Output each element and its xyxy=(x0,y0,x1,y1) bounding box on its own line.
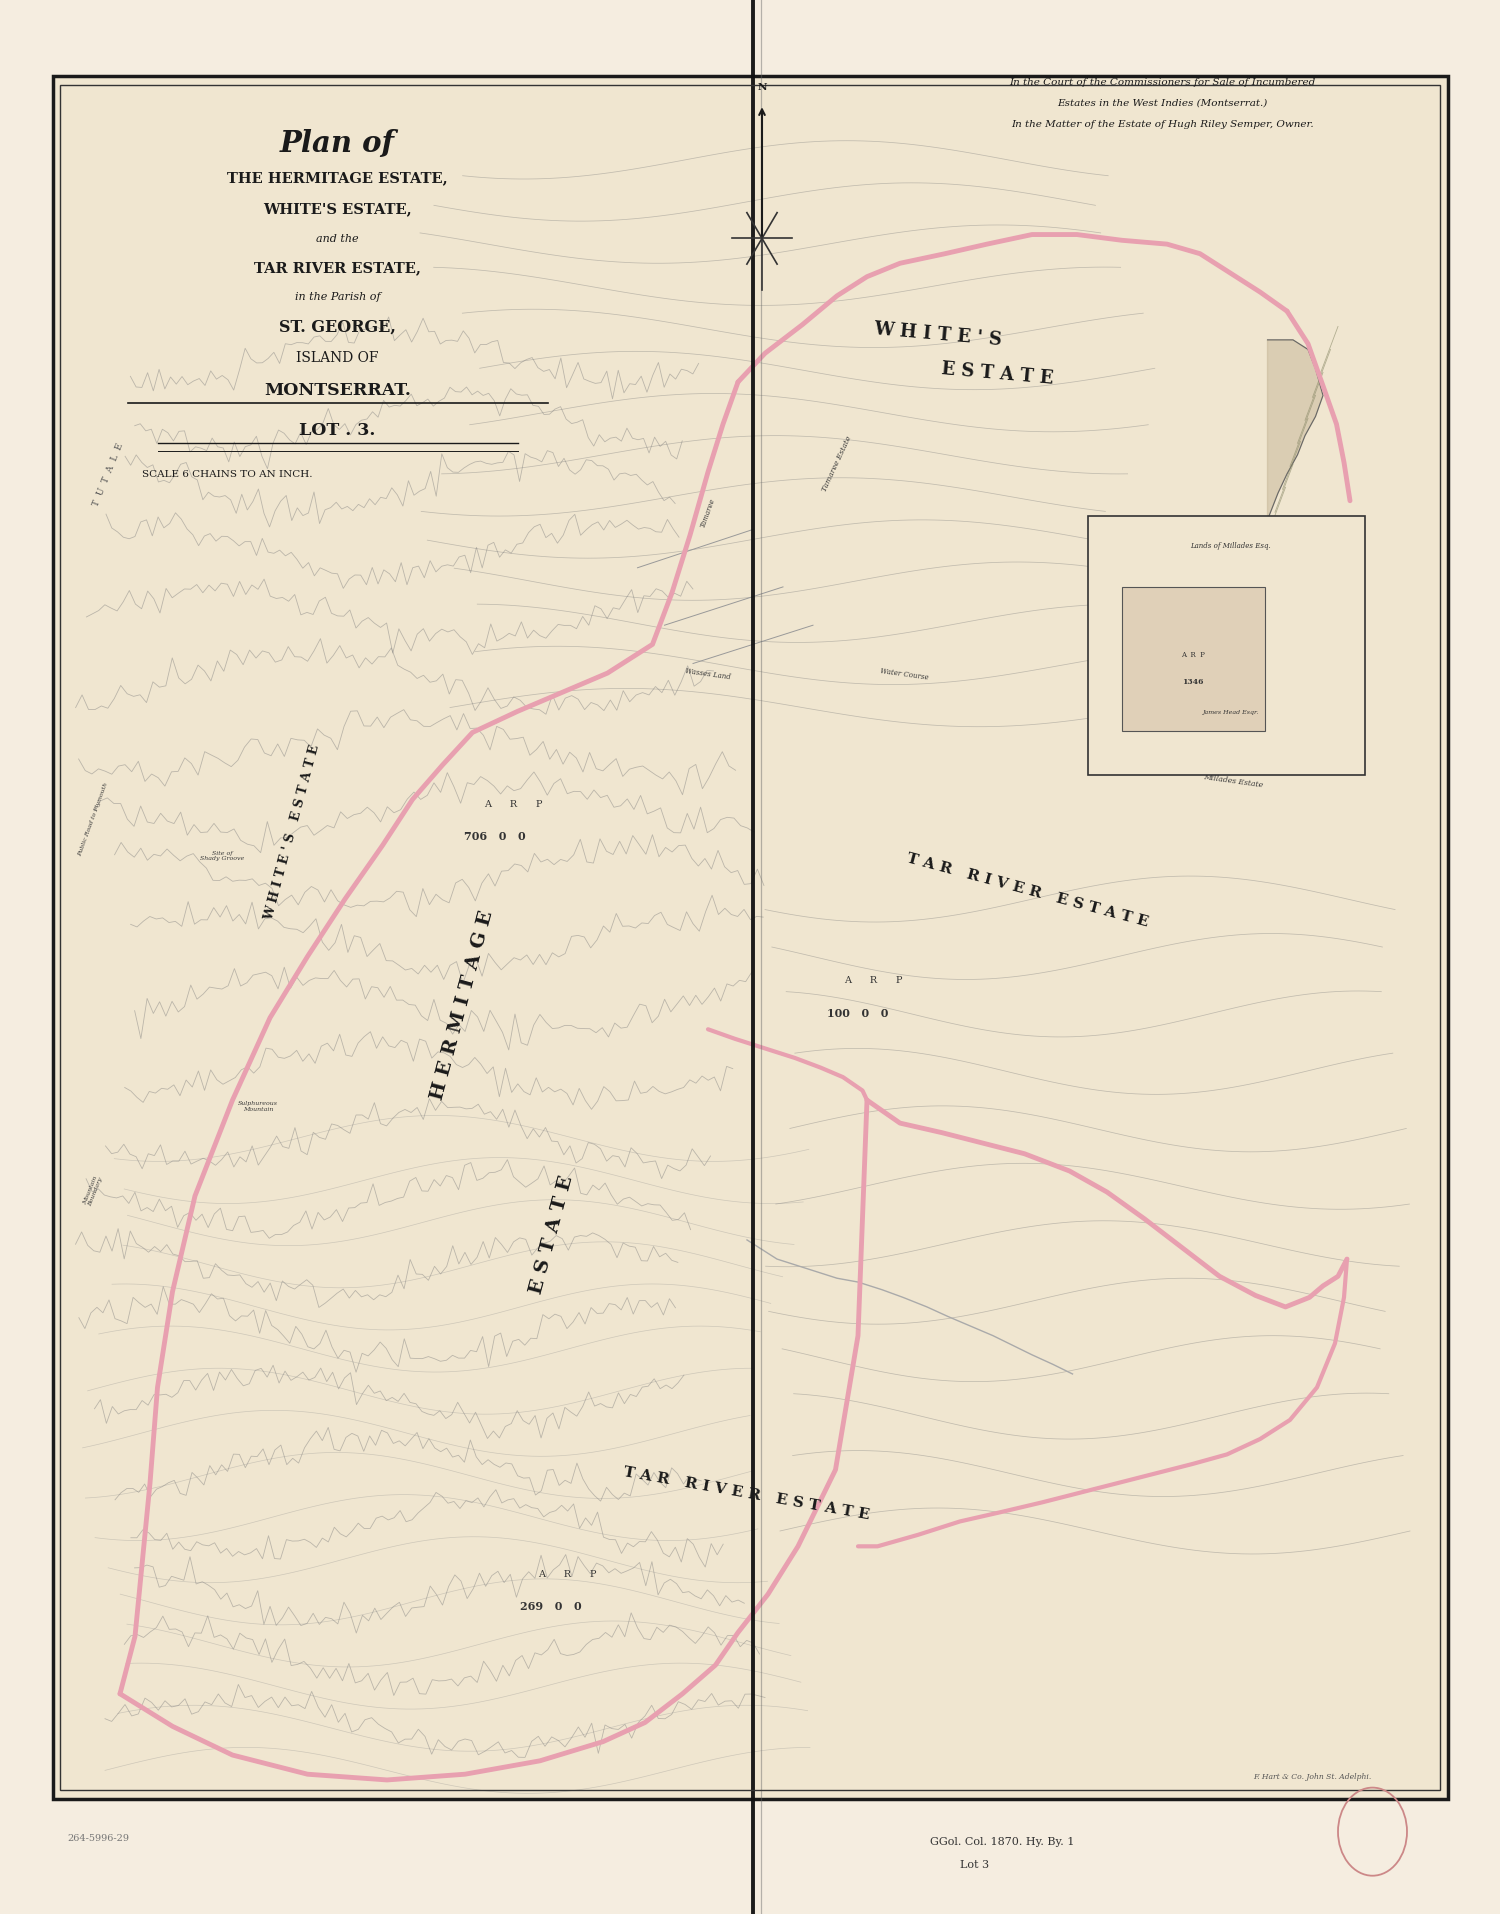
Text: In the Court of the Commissioners for Sale of Incumbered: In the Court of the Commissioners for Sa… xyxy=(1010,78,1316,86)
Text: Millades Estate: Millades Estate xyxy=(1203,773,1263,789)
Text: LOT . 3.: LOT . 3. xyxy=(300,423,375,438)
Bar xyxy=(1089,595,1112,612)
Text: in the Parish of: in the Parish of xyxy=(294,291,381,302)
Text: GGol. Col. 1870. Hy. By. 1: GGol. Col. 1870. Hy. By. 1 xyxy=(930,1836,1074,1847)
Text: ISLAND OF: ISLAND OF xyxy=(296,350,378,366)
Text: James Head Esqr.: James Head Esqr. xyxy=(1202,710,1258,714)
Text: A  R  P: A R P xyxy=(1180,651,1204,658)
Text: A      R      P: A R P xyxy=(537,1569,596,1577)
Text: Lands of Millades Esq.: Lands of Millades Esq. xyxy=(1190,542,1270,549)
FancyBboxPatch shape xyxy=(1122,588,1264,731)
Text: 269   0   0: 269 0 0 xyxy=(519,1600,582,1612)
FancyBboxPatch shape xyxy=(53,77,1448,1799)
Text: E S T A T E: E S T A T E xyxy=(940,360,1054,387)
Text: Sulphureous
Mountain: Sulphureous Mountain xyxy=(238,1101,278,1112)
Text: T A R   R I V E R   E S T A T E: T A R R I V E R E S T A T E xyxy=(622,1464,872,1522)
Text: Public Road to Plymouth: Public Road to Plymouth xyxy=(78,781,108,857)
Text: Mountain
Boundary: Mountain Boundary xyxy=(82,1175,104,1206)
Text: T  U  T  A  L  E: T U T A L E xyxy=(92,442,124,507)
Bar xyxy=(1089,557,1118,578)
Text: N: N xyxy=(758,82,766,92)
Text: WHITE'S ESTATE,: WHITE'S ESTATE, xyxy=(262,201,413,216)
Text: 706   0   0: 706 0 0 xyxy=(464,831,526,842)
Text: A      R      P: A R P xyxy=(483,800,543,808)
Text: F. Hart & Co. John St. Adelphi.: F. Hart & Co. John St. Adelphi. xyxy=(1254,1772,1371,1780)
Text: Tamaree Estate: Tamaree Estate xyxy=(821,434,854,492)
Text: E S T A T E: E S T A T E xyxy=(528,1173,576,1296)
Text: SCALE 6 CHAINS TO AN INCH.: SCALE 6 CHAINS TO AN INCH. xyxy=(142,471,314,478)
Text: TAR RIVER ESTATE,: TAR RIVER ESTATE, xyxy=(254,260,422,276)
Text: Lot 3: Lot 3 xyxy=(960,1858,988,1870)
Text: Site of
Shady Groove: Site of Shady Groove xyxy=(200,850,244,861)
Text: T A R   R I V E R   E S T A T E: T A R R I V E R E S T A T E xyxy=(904,852,1150,928)
Text: 264-5996-29: 264-5996-29 xyxy=(68,1834,129,1841)
Text: Wasses Land: Wasses Land xyxy=(686,666,730,681)
FancyBboxPatch shape xyxy=(1088,517,1365,775)
Bar xyxy=(1089,624,1112,641)
Text: W H I T E ' S: W H I T E ' S xyxy=(873,320,1002,350)
Text: W H I T E ' S   E S T A T E: W H I T E ' S E S T A T E xyxy=(262,743,322,923)
Text: THE HERMITAGE ESTATE,: THE HERMITAGE ESTATE, xyxy=(226,170,448,186)
Polygon shape xyxy=(1263,341,1323,551)
Text: A      R      P: A R P xyxy=(843,976,902,984)
Text: Estates in the West Indies (Montserrat.): Estates in the West Indies (Montserrat.) xyxy=(1058,100,1268,107)
Text: and the: and the xyxy=(316,234,358,245)
Text: 1346: 1346 xyxy=(1182,678,1203,685)
Text: In the Matter of the Estate of Hugh Riley Semper, Owner.: In the Matter of the Estate of Hugh Rile… xyxy=(1011,121,1314,128)
Text: MONTSERRAT.: MONTSERRAT. xyxy=(264,383,411,398)
Text: Tamaree: Tamaree xyxy=(699,498,717,528)
Text: H E R M I T A G E: H E R M I T A G E xyxy=(427,909,496,1101)
Text: 100   0   0: 100 0 0 xyxy=(828,1007,888,1018)
Text: Water Course: Water Course xyxy=(880,666,928,681)
Text: ST. GEORGE,: ST. GEORGE, xyxy=(279,320,396,335)
Text: Plan of: Plan of xyxy=(280,128,394,159)
